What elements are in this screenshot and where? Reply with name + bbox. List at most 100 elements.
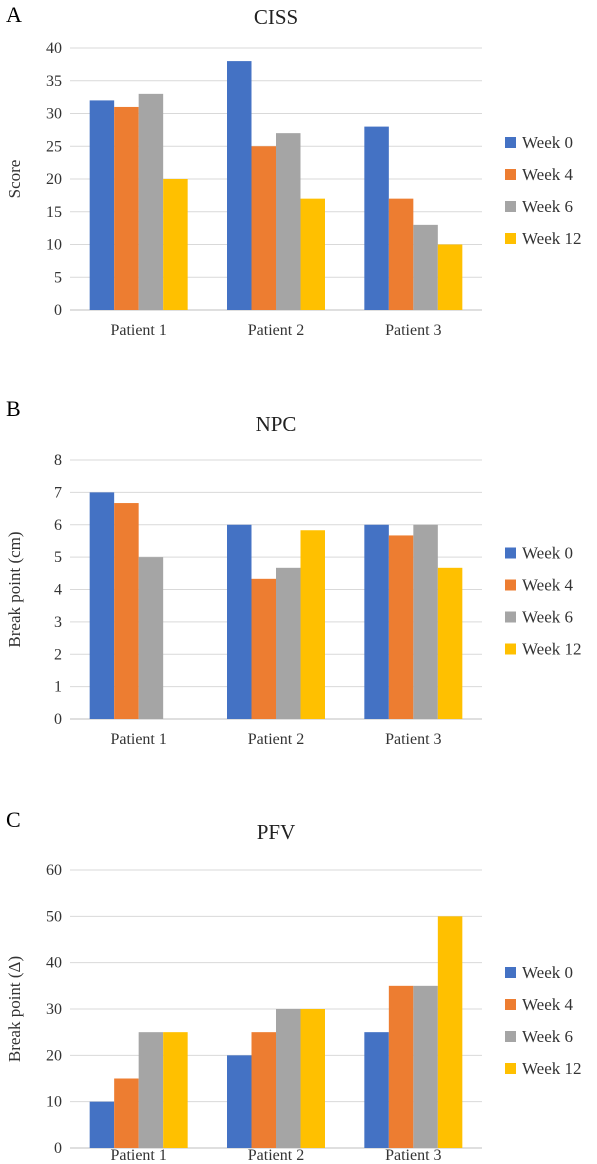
bar xyxy=(276,133,301,310)
y-tick-label: 15 xyxy=(46,204,62,221)
y-tick-label: 1 xyxy=(54,679,62,696)
bar xyxy=(89,492,115,719)
chart-npc: B NPC 0 1 2 3 4 5 6 7 8 Break point (cm) Patient 1 Pa… xyxy=(5,396,582,748)
legend-label: Week 6 xyxy=(522,197,573,216)
x-tick-label: Patient 2 xyxy=(248,322,304,339)
bar xyxy=(251,578,276,719)
y-tick-label: 6 xyxy=(54,517,62,534)
bar xyxy=(364,126,389,310)
bar xyxy=(388,198,414,310)
legend-label: Week 4 xyxy=(522,576,574,595)
chart-pfv: C PFV 0 10 20 30 40 50 60 Break point (Δ) Patient … xyxy=(5,807,582,1164)
legend-label: Week 12 xyxy=(522,640,582,659)
y-tick-label: 10 xyxy=(46,237,62,254)
y-tick-label: 20 xyxy=(46,171,62,188)
bar xyxy=(114,503,139,719)
legend-swatch xyxy=(505,547,516,559)
bar xyxy=(388,985,414,1148)
panel-a: A CISS 0 5 10 15 20 25 30 35 40 Score Patient 1 Patie… xyxy=(0,0,597,388)
y-tick-label: 50 xyxy=(46,908,62,925)
y-tick-label: 60 xyxy=(46,862,62,879)
panel-c: C PFV 0 10 20 30 40 50 60 Break point (Δ) Patient … xyxy=(0,776,597,1164)
legend-swatch xyxy=(505,233,516,244)
legend-swatch xyxy=(505,1063,516,1074)
y-tick-label: 20 xyxy=(46,1047,62,1064)
bar xyxy=(251,146,276,310)
x-tick-label: Patient 2 xyxy=(248,1147,304,1164)
legend-label: Week 12 xyxy=(522,1059,582,1078)
x-tick-label: Patient 1 xyxy=(110,322,166,339)
bar xyxy=(437,916,463,1148)
bar xyxy=(163,1032,188,1148)
panel-letter: C xyxy=(6,807,21,832)
y-tick-label: 35 xyxy=(46,73,62,90)
legend-label: Week 0 xyxy=(522,133,573,152)
y-axis-label: Score xyxy=(5,160,24,199)
bar xyxy=(138,1032,164,1148)
bar xyxy=(413,985,438,1148)
legend-swatch xyxy=(505,579,516,591)
panel-letter: B xyxy=(6,396,21,421)
bar xyxy=(437,244,463,310)
bar xyxy=(89,1101,115,1148)
x-tick-label: Patient 1 xyxy=(110,1147,166,1164)
x-tick-label: Patient 3 xyxy=(385,1147,441,1164)
chart-title: NPC xyxy=(256,412,297,436)
chart-title: CISS xyxy=(254,5,298,29)
y-tick-label: 40 xyxy=(46,955,62,972)
panel-b: B NPC 0 1 2 3 4 5 6 7 8 Break point (cm) Patient 1 Pa… xyxy=(0,388,597,776)
bar xyxy=(300,198,325,310)
legend-swatch xyxy=(505,999,516,1010)
panel-letter: A xyxy=(6,2,22,27)
bar xyxy=(251,1032,276,1148)
y-tick-label: 10 xyxy=(46,1094,62,1111)
legend-swatch xyxy=(505,1031,516,1042)
y-axis-label: Break point (cm) xyxy=(5,531,24,647)
bar xyxy=(114,106,139,310)
chart-title: PFV xyxy=(257,820,296,844)
y-tick-label: 5 xyxy=(54,549,62,566)
bar xyxy=(163,179,188,310)
x-tick-label: Patient 3 xyxy=(385,322,441,339)
bar xyxy=(364,524,389,719)
legend-swatch xyxy=(505,201,516,212)
bar xyxy=(276,1009,301,1148)
bar xyxy=(138,557,164,719)
bar xyxy=(227,1055,252,1148)
bar xyxy=(227,61,252,310)
y-tick-label: 7 xyxy=(54,484,62,501)
legend-swatch xyxy=(505,967,516,978)
bar xyxy=(364,1032,389,1148)
bar xyxy=(276,567,301,719)
x-tick-label: Patient 3 xyxy=(385,731,441,748)
legend-label: Week 6 xyxy=(522,608,573,627)
y-tick-label: 8 xyxy=(54,452,62,469)
y-tick-label: 4 xyxy=(54,582,62,599)
y-tick-label: 0 xyxy=(54,1140,62,1157)
legend-label: Week 12 xyxy=(522,229,582,248)
chart-ciss: A CISS 0 5 10 15 20 25 30 35 40 Score Patient 1 Patie… xyxy=(5,2,582,339)
y-tick-label: 25 xyxy=(46,138,62,155)
legend-label: Week 6 xyxy=(522,1027,573,1046)
legend-swatch xyxy=(505,169,516,180)
y-tick-label: 5 xyxy=(54,269,62,286)
y-tick-label: 30 xyxy=(46,106,62,123)
legend-label: Week 0 xyxy=(522,544,573,563)
bar xyxy=(300,530,325,719)
bar xyxy=(300,1009,325,1148)
y-tick-label: 30 xyxy=(46,1001,62,1018)
bar xyxy=(138,93,164,310)
legend-label: Week 4 xyxy=(522,995,574,1014)
bar xyxy=(413,524,438,719)
y-tick-label: 3 xyxy=(54,614,62,631)
bar xyxy=(114,1078,139,1148)
y-tick-label: 0 xyxy=(54,711,62,728)
bar xyxy=(89,100,115,311)
bar xyxy=(413,224,438,310)
bar xyxy=(227,524,252,719)
legend-swatch xyxy=(505,611,516,623)
legend-label: Week 0 xyxy=(522,963,573,982)
y-tick-label: 2 xyxy=(54,646,62,663)
x-tick-label: Patient 2 xyxy=(248,731,304,748)
